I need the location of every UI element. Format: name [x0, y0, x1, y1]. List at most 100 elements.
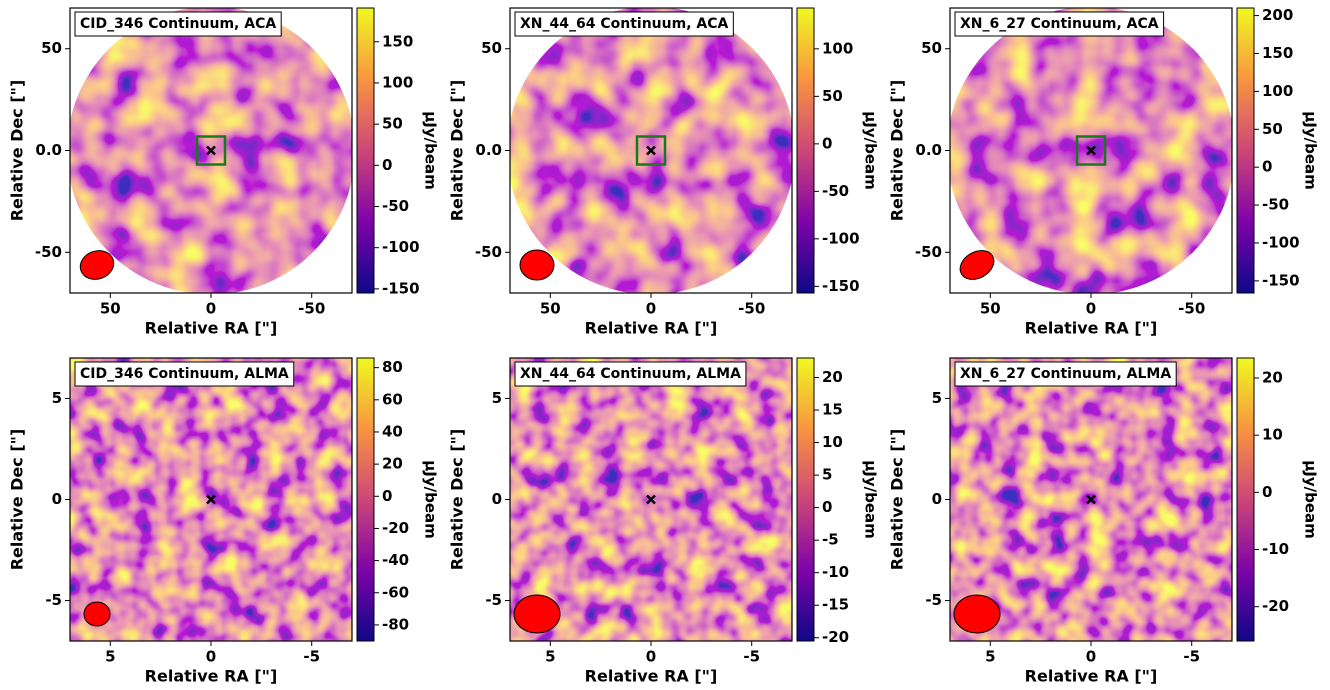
- x-tick-label: 0: [1086, 648, 1096, 666]
- panel-title: XN_6_27 Continuum, ACA: [960, 16, 1159, 32]
- colorbar: [356, 7, 375, 294]
- title-box: CID_346 Continuum, ACA: [74, 11, 282, 37]
- x-tick-label: -50: [1178, 300, 1205, 318]
- beam: [83, 601, 111, 627]
- colorbar: [1236, 7, 1255, 294]
- colorbar-tick-label: -15: [822, 596, 849, 614]
- colorbar-label: μJy/beam: [862, 111, 880, 190]
- colorbar-tick-label: 15: [822, 401, 843, 419]
- y-tick-label: 0.0: [915, 141, 942, 159]
- colorbar-tick-label: 100: [822, 39, 853, 57]
- x-axis-label: Relative RA ["]: [1025, 319, 1158, 338]
- source-marker: [206, 145, 216, 156]
- colorbar-tick-label: -100: [1262, 233, 1300, 251]
- colorbar-tick-label: 100: [1262, 82, 1293, 100]
- colorbar-tick-label: 20: [822, 368, 843, 386]
- aperture-box: [1075, 135, 1107, 166]
- y-axis-label: Relative Dec ["]: [448, 429, 467, 571]
- colorbar-tick-label: 10: [1262, 426, 1283, 444]
- image-area: [510, 358, 792, 641]
- y-axis-label: Relative Dec ["]: [448, 80, 467, 222]
- y-axis-label: Relative Dec ["]: [888, 429, 907, 571]
- beam: [79, 250, 115, 280]
- colorbar-tick-label: 150: [382, 32, 413, 50]
- title-background: [514, 361, 747, 387]
- colorbar-tick-label: -10: [1262, 540, 1289, 558]
- colorbar: [1236, 357, 1255, 642]
- panel-title: XN_6_27 Continuum, ALMA: [960, 366, 1171, 382]
- beam: [959, 250, 995, 280]
- colorbar-tick-label: -100: [382, 238, 420, 256]
- colorbar-label: μJy/beam: [422, 460, 440, 539]
- x-tick-label: 0: [646, 300, 656, 318]
- panel-title: CID_346 Continuum, ACA: [80, 16, 276, 32]
- colorbar-tick-label: 0: [382, 156, 392, 174]
- y-tick-label: 0: [492, 490, 502, 508]
- colorbar-tick-label: -80: [382, 615, 409, 633]
- colorbar-tick-label: 50: [382, 115, 403, 133]
- y-tick-label: -5: [925, 591, 942, 609]
- colorbar-tick-label: 60: [382, 390, 403, 408]
- y-tick-label: 5: [932, 389, 942, 407]
- y-tick-label: 0.0: [475, 141, 502, 159]
- beam: [519, 249, 555, 281]
- colorbar-tick-label: 40: [382, 422, 403, 440]
- colorbar-tick-label: -150: [382, 279, 420, 297]
- title-box: XN_6_27 Continuum, ACA: [954, 11, 1165, 37]
- colorbar: [796, 7, 815, 294]
- panel: 5 0 -5 5 0 -5 Relative RA ["] Relative Dec ["] X…: [888, 357, 1320, 686]
- colorbar-tick-label: -20: [382, 519, 409, 537]
- x-axis-label: Relative RA ["]: [1025, 667, 1158, 686]
- y-tick-label: 5: [492, 389, 502, 407]
- x-tick-label: 5: [545, 648, 555, 666]
- aperture-box: [195, 135, 227, 166]
- panel: 50 0 -50 50 0.0 -50 Relative RA ["] Relative De…: [8, 7, 440, 338]
- colorbar-tick-label: 50: [1262, 120, 1283, 138]
- colorbar-tick-label: 20: [1262, 369, 1283, 387]
- colorbar-tick-label: 0: [822, 498, 832, 516]
- colorbar-label: μJy/beam: [422, 111, 440, 190]
- x-tick-label: 5: [985, 648, 995, 666]
- x-tick-label: 0: [206, 648, 216, 666]
- colorbar-label: μJy/beam: [862, 460, 880, 539]
- source-marker: [646, 145, 656, 156]
- panel-title: XN_44_64 Continuum, ACA: [520, 16, 728, 32]
- colorbar-label: μJy/beam: [1302, 460, 1320, 539]
- title-background: [74, 361, 295, 387]
- image-area: [70, 358, 352, 641]
- colorbar-tick-label: -150: [822, 277, 860, 295]
- y-tick-label: 50: [481, 39, 502, 57]
- colorbar-tick-label: 80: [382, 358, 403, 376]
- colorbar-tick-label: 200: [1262, 6, 1293, 24]
- y-tick-label: 0.0: [35, 141, 62, 159]
- title-box: XN_44_64 Continuum, ALMA: [514, 361, 747, 387]
- colorbar-tick-label: -20: [1262, 597, 1289, 615]
- colorbar-tick-label: 0: [1262, 158, 1272, 176]
- colorbar-tick-label: -50: [1262, 196, 1289, 214]
- title-box: CID_346 Continuum, ALMA: [74, 361, 295, 387]
- image-area: [70, 8, 352, 293]
- colorbar-tick-label: 0: [382, 487, 392, 505]
- source-marker: [206, 494, 216, 505]
- title-background: [954, 11, 1165, 37]
- panel: 5 0 -5 5 0 -5 Relative RA ["] Relative Dec ["] X…: [448, 357, 880, 686]
- colorbar-tick-label: -150: [1262, 271, 1300, 289]
- x-tick-label: 5: [105, 648, 115, 666]
- colorbar-tick-label: -60: [382, 583, 409, 601]
- x-tick-label: 50: [980, 300, 1001, 318]
- panel: 5 0 -5 5 0 -5 Relative RA ["] Relative Dec ["] C…: [8, 357, 440, 686]
- colorbar-tick-label: 20: [382, 455, 403, 473]
- aperture-box: [635, 135, 667, 166]
- colorbar-tick-label: -50: [822, 182, 849, 200]
- source-marker: [1086, 494, 1096, 505]
- colorbar-label: μJy/beam: [1302, 111, 1320, 190]
- image-area: [950, 358, 1232, 641]
- panel: 50 0 -50 50 0.0 -50 Relative RA ["] Relative De…: [888, 6, 1320, 337]
- x-tick-label: 0: [646, 648, 656, 666]
- colorbar-tick-label: 100: [382, 73, 413, 91]
- colorbar-tick-label: 0: [1262, 483, 1272, 501]
- colorbar-tick-label: 0: [822, 134, 832, 152]
- x-tick-label: 50: [540, 300, 561, 318]
- colorbar-tick-label: -100: [822, 229, 860, 247]
- panel: 50 0 -50 50 0.0 -50 Relative RA ["] Relative De…: [448, 7, 880, 338]
